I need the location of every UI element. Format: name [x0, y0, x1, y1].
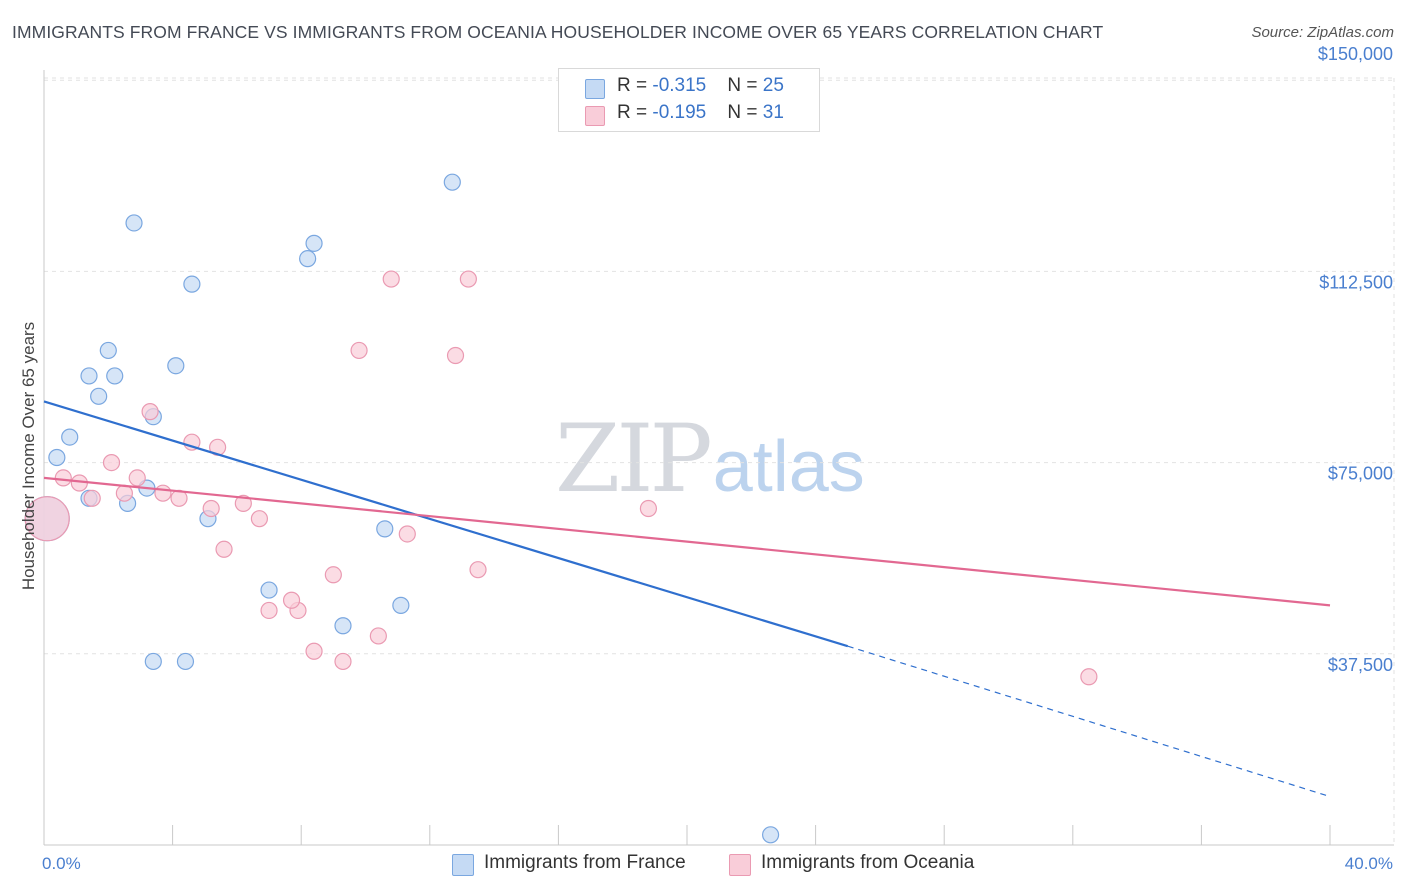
oceania-n-value: 31 [762, 102, 784, 123]
france-point-19[interactable] [392, 596, 410, 614]
france-point-18[interactable] [376, 520, 394, 538]
oceania-point-19[interactable] [324, 566, 342, 584]
x-tick-label-1: 40.0% [1345, 854, 1393, 873]
oceania-point-21[interactable] [350, 341, 368, 360]
oceania-point-7[interactable] [154, 484, 172, 502]
oceania-point-18[interactable] [305, 642, 323, 660]
france-swatch [585, 79, 605, 99]
oceania-point-2[interactable] [83, 489, 101, 507]
oceania-point-15[interactable] [260, 601, 278, 620]
oceania-r-label: R = [617, 102, 653, 123]
y-axis-label: Householder Income Over 65 years [19, 322, 38, 590]
legend-france-swatch [452, 854, 474, 876]
france-trend-extension [847, 645, 1331, 798]
legend-france-label: Immigrants from France [484, 852, 686, 873]
france-point-6[interactable] [125, 214, 143, 232]
oceania-point-13[interactable] [234, 494, 252, 512]
oceania-point-17[interactable] [282, 591, 301, 609]
oceania-point-0[interactable] [54, 469, 72, 487]
oceania-point-14[interactable] [250, 510, 269, 528]
france-point-22[interactable] [176, 652, 195, 671]
source-credit: Source: ZipAtlas.com [1251, 24, 1394, 41]
chart-title: IMMIGRANTS FROM FRANCE VS IMMIGRANTS FRO… [12, 22, 1104, 42]
france-point-16[interactable] [305, 234, 323, 252]
oceania-point-23[interactable] [382, 270, 400, 288]
oceania-point-29[interactable] [1080, 668, 1098, 686]
oceania-n-label: N = [727, 102, 763, 123]
france-n-value: 25 [762, 75, 784, 96]
france-point-21[interactable] [144, 652, 162, 671]
france-point-4[interactable] [99, 341, 117, 360]
france-point-0[interactable] [48, 448, 66, 467]
oceania-point-3[interactable] [102, 453, 121, 472]
oceania-point-12[interactable] [215, 540, 233, 558]
france-point-23[interactable] [761, 826, 780, 844]
x-tick-label-0: 0.0% [42, 854, 81, 873]
stats-box: R = -0.315 N = 25 R = -0.195 N = 31 [558, 68, 820, 132]
trend-lines [43, 400, 1331, 798]
france-point-12[interactable] [183, 275, 201, 293]
france-r-label: R = [617, 75, 653, 96]
oceania-point-20[interactable] [334, 652, 352, 671]
france-point-14[interactable] [260, 581, 278, 599]
france-stats-text: R = -0.315 N = 25 [617, 75, 784, 97]
france-trend-line [43, 400, 849, 648]
legend-oceania-label: Immigrants from Oceania [761, 852, 975, 873]
y-tick-label-3: $150,000 [1318, 44, 1393, 64]
axes [43, 70, 1394, 846]
gridlines [44, 77, 1395, 845]
oceania-point-25[interactable] [446, 346, 465, 365]
oceania-point-5[interactable] [128, 469, 146, 487]
oceania-point-4[interactable] [115, 484, 133, 502]
france-point-20[interactable] [443, 173, 461, 191]
oceania-point-22[interactable] [369, 627, 387, 645]
oceania-r-value: -0.195 [652, 102, 707, 123]
france-point-5[interactable] [106, 367, 124, 385]
y-tick-label-0: $37,500 [1328, 655, 1393, 675]
oceania-point-6[interactable] [141, 403, 159, 421]
france-point-9[interactable] [167, 357, 185, 375]
oceania-stats-text: R = -0.195 N = 31 [617, 102, 784, 124]
france-n-label: N = [727, 75, 763, 96]
oceania-trend-line [43, 476, 1331, 607]
y-tick-label-2: $112,500 [1319, 272, 1393, 292]
y-tick-label-1: $75,000 [1328, 464, 1393, 484]
oceania-point-10[interactable] [202, 499, 220, 518]
legend-oceania-swatch [729, 854, 751, 876]
france-point-17[interactable] [334, 617, 352, 635]
france-point-2[interactable] [80, 367, 98, 385]
france-point-3[interactable] [90, 387, 108, 405]
oceania-swatch [585, 106, 605, 126]
tick-labels: $37,500 $75,000 $112,500 $150,000 0.0% 40.0% [42, 44, 1393, 873]
data-points [24, 173, 1098, 844]
oceania-point-28[interactable] [639, 499, 658, 518]
oceania-point-30[interactable] [24, 496, 70, 542]
france-r-value: -0.315 [652, 75, 707, 96]
oceania-point-27[interactable] [469, 561, 487, 579]
oceania-point-24[interactable] [398, 525, 416, 543]
france-point-1[interactable] [61, 428, 79, 446]
france-point-15[interactable] [299, 250, 317, 268]
oceania-point-26[interactable] [459, 270, 477, 288]
chart-legend: Immigrants from France Immigrants from O… [0, 852, 1406, 878]
